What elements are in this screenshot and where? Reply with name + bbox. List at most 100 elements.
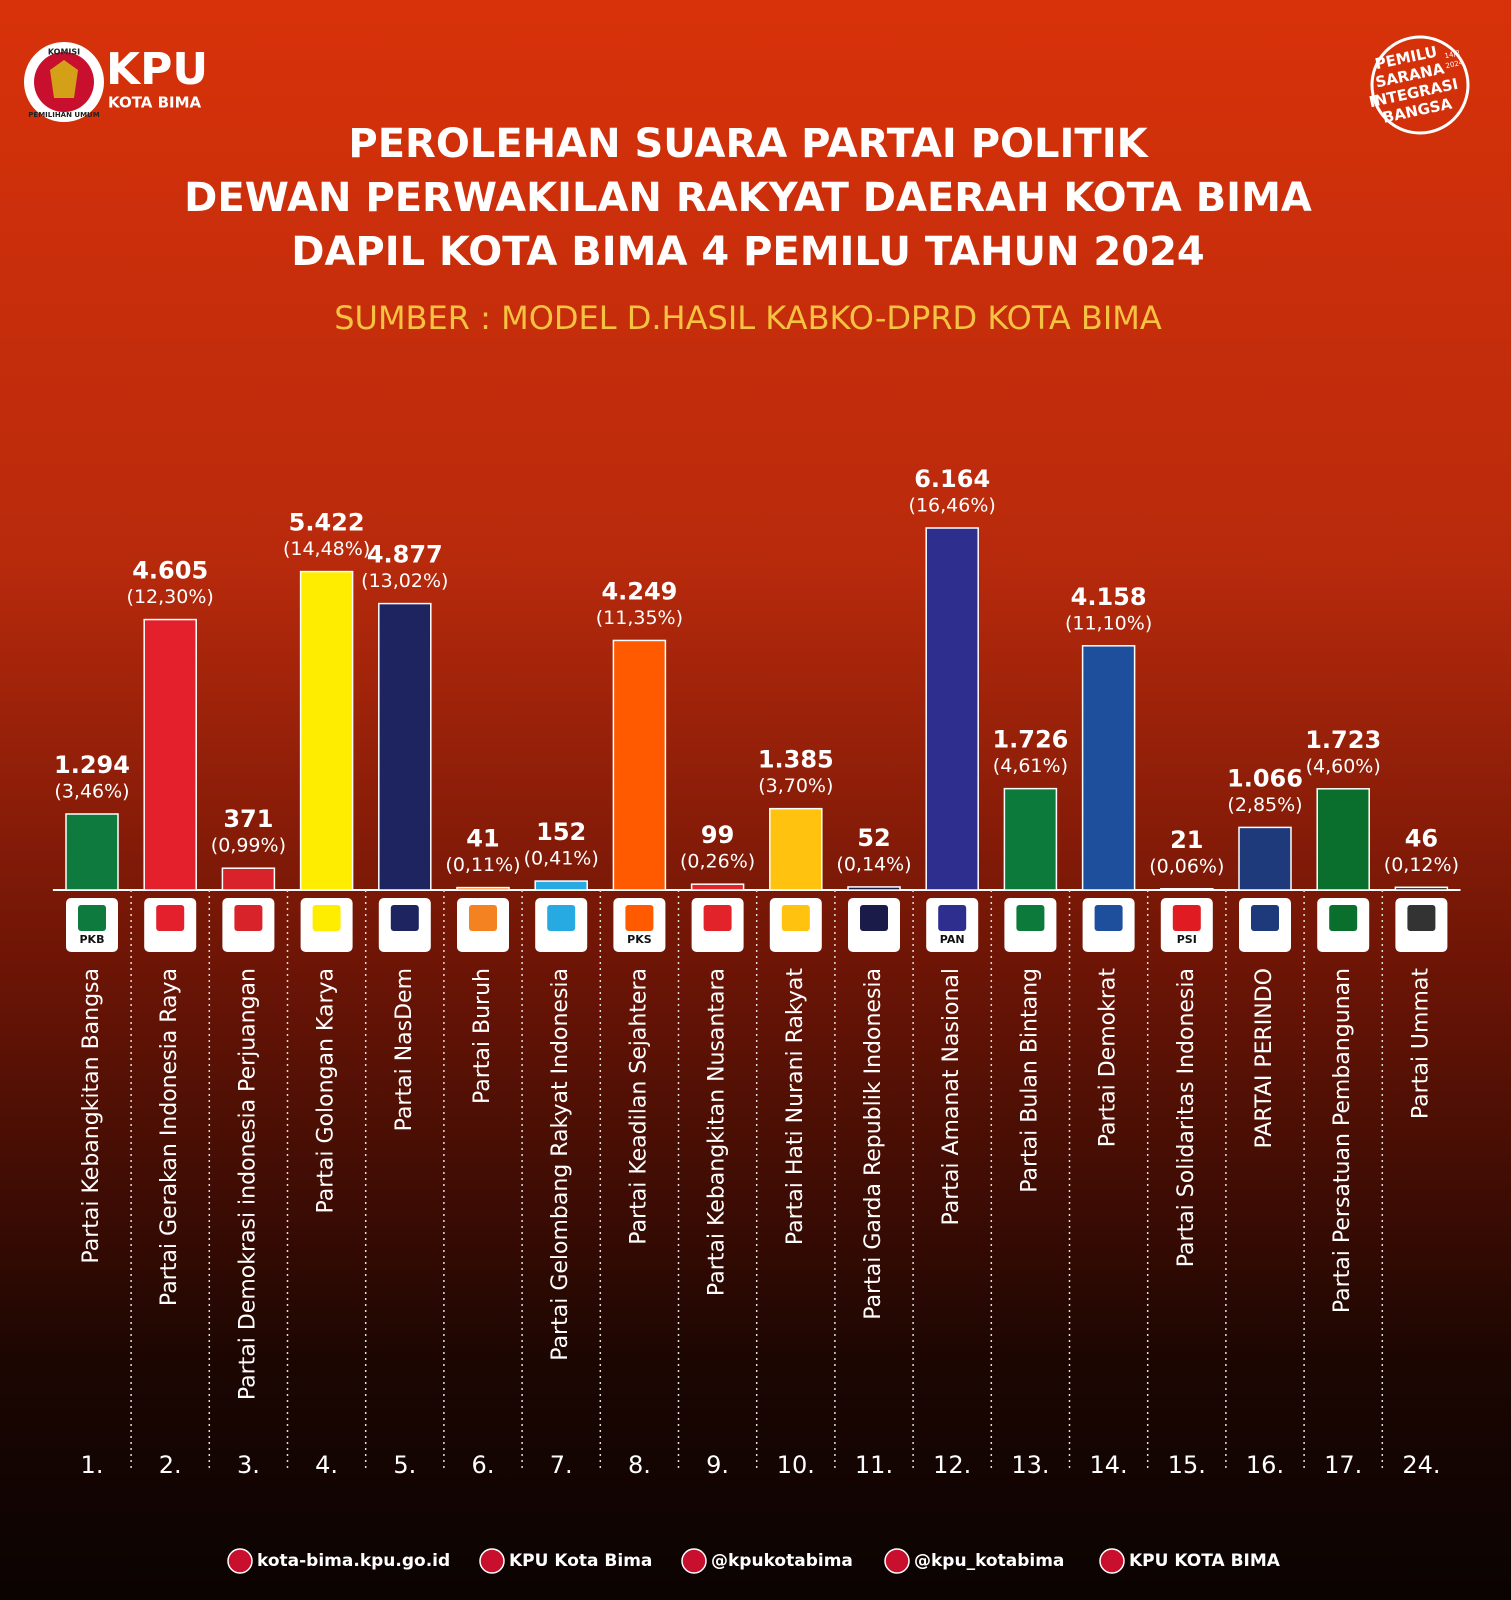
percent-label: (0,12%) xyxy=(1384,854,1459,876)
category-label: Partai Demokrasi indonesia Perjuangan xyxy=(235,968,260,1400)
chart-subtitle: SUMBER : MODEL D.HASIL KABKO-DPRD KOTA B… xyxy=(334,299,1162,337)
emblem-bottom: PEMILIHAN UMUM xyxy=(28,111,99,119)
category-label: Partai Persatuan Pembangunan xyxy=(1330,968,1355,1313)
bar xyxy=(299,570,354,891)
bar xyxy=(1394,886,1449,891)
party-logo-mark xyxy=(1016,905,1045,931)
emblem-top: KOMISI xyxy=(48,48,80,57)
party-logo-mark xyxy=(1407,905,1436,931)
percent-label: (4,60%) xyxy=(1306,755,1381,777)
percent-label: (14,48%) xyxy=(283,538,370,560)
bar xyxy=(847,886,901,891)
plot: 1.294(3,46%) PKB Partai Kebangkitan Bangsa… xyxy=(52,465,1461,1479)
party-logo-mark xyxy=(625,905,654,931)
chart-title: DAPIL KOTA BIMA 4 PEMILU TAHUN 2024 xyxy=(291,229,1204,275)
party-logo-mark xyxy=(78,905,106,931)
party-logo-mark xyxy=(547,905,576,931)
percent-label: (4,61%) xyxy=(993,755,1068,777)
value-label: 1.723 xyxy=(1305,726,1381,754)
bar xyxy=(143,618,197,891)
category-number: 7. xyxy=(550,1451,573,1479)
percent-label: (11,10%) xyxy=(1065,612,1152,634)
bar xyxy=(65,813,119,891)
category-number: 14. xyxy=(1090,1451,1128,1479)
party-logo-mark xyxy=(156,905,185,931)
category-label: Partai Bulan Bintang xyxy=(1017,968,1042,1193)
party-logo-mark xyxy=(781,905,810,931)
category-label: Partai Kebangkitan Nusantara xyxy=(705,968,730,1296)
party-logo-mark xyxy=(1172,905,1201,931)
party-logo-mark xyxy=(234,905,263,931)
party-logo-mark xyxy=(703,905,732,931)
percent-label: (3,70%) xyxy=(758,775,833,797)
party-logo-mark xyxy=(469,905,497,931)
percent-label: (0,26%) xyxy=(680,851,755,873)
percent-label: (3,46%) xyxy=(54,781,129,803)
logo-text: PSI xyxy=(1177,933,1197,946)
category-number: 5. xyxy=(393,1451,416,1479)
category-label: Partai Keadilan Sejahtera xyxy=(626,968,651,1245)
category-number: 15. xyxy=(1168,1451,1206,1479)
footer-icon xyxy=(227,1548,253,1574)
value-label: 4.158 xyxy=(1071,583,1147,611)
category-number: 6. xyxy=(472,1451,495,1479)
footer-icon xyxy=(479,1548,505,1574)
percent-label: (11,35%) xyxy=(596,607,683,629)
region: KOTA BIMA xyxy=(108,94,202,112)
bar xyxy=(1160,888,1214,891)
bar xyxy=(1316,788,1370,891)
category-number: 12. xyxy=(933,1451,971,1479)
value-label: 1.066 xyxy=(1227,764,1303,792)
chart-title: DEWAN PERWAKILAN RAKYAT DAERAH KOTA BIMA xyxy=(184,175,1312,221)
bar xyxy=(925,527,979,891)
footer-link: KPU KOTA BIMA xyxy=(1129,1551,1281,1571)
bar xyxy=(612,639,667,891)
percent-label: (0,06%) xyxy=(1149,855,1224,877)
party-logo-mark xyxy=(312,905,341,931)
logo-text: PKB xyxy=(80,933,105,946)
category-label: PARTAI PERINDO xyxy=(1252,968,1277,1149)
value-label: 41 xyxy=(466,825,499,853)
footer-icon xyxy=(884,1548,910,1574)
value-label: 4.877 xyxy=(367,541,443,569)
bar xyxy=(456,886,510,891)
category-number: 17. xyxy=(1324,1451,1362,1479)
footer-link: @kpu_kotabima xyxy=(914,1551,1064,1571)
value-label: 1.726 xyxy=(992,726,1068,754)
value-label: 1.385 xyxy=(758,746,834,774)
party-logo-mark xyxy=(390,905,419,931)
category-number: 24. xyxy=(1402,1451,1440,1479)
category-label: Partai Hati Nurani Rakyat xyxy=(783,968,808,1245)
percent-label: (16,46%) xyxy=(909,495,996,517)
brand: KPU xyxy=(106,44,208,95)
percent-label: (13,02%) xyxy=(361,570,448,592)
bar xyxy=(221,867,276,891)
footer: kota-bima.kpu.go.id KPU Kota Bima @kpukota… xyxy=(227,1548,1281,1574)
category-label: Partai Gelombang Rakyat Indonesia xyxy=(548,968,573,1361)
bar xyxy=(690,883,745,891)
percent-label: (2,85%) xyxy=(1227,794,1302,816)
party-logo-mark xyxy=(1094,905,1123,931)
stamp: PEMILU SARANA INTEGRASI BANGSA 14/2 2024 xyxy=(1367,35,1470,135)
category-label: Partai Buruh xyxy=(470,968,495,1104)
category-number: 11. xyxy=(855,1451,893,1479)
category-number: 16. xyxy=(1246,1451,1284,1479)
party-logo-mark xyxy=(1251,905,1279,931)
category-label: Partai Demokrat xyxy=(1096,968,1121,1148)
bar xyxy=(378,602,432,891)
category-number: 8. xyxy=(628,1451,651,1479)
party-logo-mark xyxy=(938,905,967,931)
bar xyxy=(534,880,588,891)
footer-link: @kpukotabima xyxy=(711,1551,853,1571)
value-label: 99 xyxy=(701,821,734,849)
category-label: Partai NasDem xyxy=(392,968,417,1131)
category-number: 13. xyxy=(1011,1451,1049,1479)
value-label: 5.422 xyxy=(289,509,365,537)
category-number: 9. xyxy=(706,1451,729,1479)
value-label: 46 xyxy=(1405,824,1438,852)
percent-label: (0,99%) xyxy=(211,835,286,857)
percent-label: (0,11%) xyxy=(445,854,520,876)
chart-title: PEROLEHAN SUARA PARTAI POLITIK xyxy=(348,121,1149,167)
category-number: 4. xyxy=(315,1451,338,1479)
